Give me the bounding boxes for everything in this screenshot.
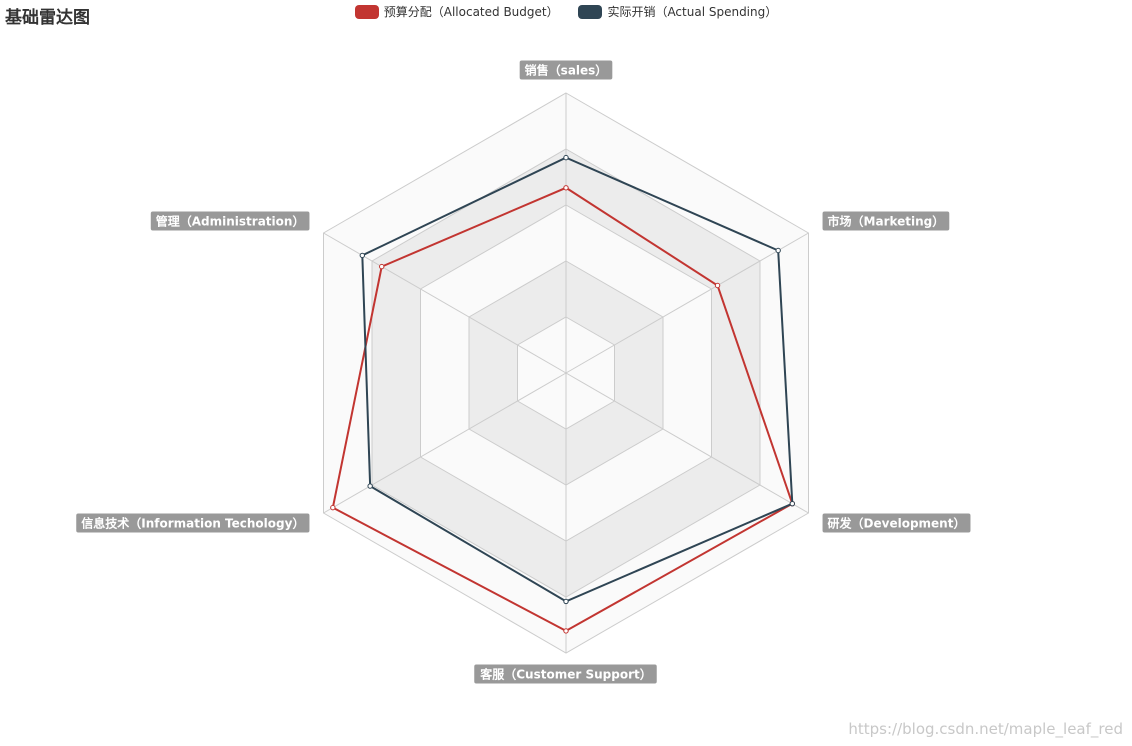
axis-line-2 [565, 372, 809, 514]
axis-label-0: 销售（sales） [519, 60, 613, 80]
axis-label-5: 管理（Administration） [150, 211, 310, 231]
series-1-point-2 [789, 500, 796, 507]
legend-swatch-actual-spending [578, 4, 603, 19]
axis-label-2: 研发（Development） [822, 513, 971, 533]
series-0-point-1 [714, 282, 721, 289]
legend-item-allocated-budget[interactable]: 预算分配（Allocated Budget） [354, 3, 559, 20]
axis-line-1 [565, 232, 809, 374]
series-1-point-3 [563, 598, 569, 605]
axis-label-bg-2 [822, 513, 971, 533]
axis-label-text-2: 研发（Development） [828, 516, 966, 531]
series-1-point-1 [775, 247, 781, 254]
axis-label-bg-3 [474, 664, 657, 684]
series-1-point-5 [359, 252, 366, 259]
axis-label-bg-0 [519, 60, 613, 80]
series-0-point-4 [330, 504, 336, 511]
axis-label-text-4: 信息技术（Information Techology） [81, 516, 304, 531]
legend-swatch-allocated-budget [354, 4, 379, 19]
legend-label-allocated-budget: 预算分配（Allocated Budget） [383, 5, 559, 19]
axis-label-bg-4 [76, 513, 310, 533]
watermark: https://blog.csdn.net/maple_leaf_red [848, 720, 1123, 738]
axis-label-text-5: 管理（Administration） [156, 214, 305, 229]
axis-label-4: 信息技术（Information Techology） [76, 513, 310, 533]
chart-title: 基础雷达图 [5, 8, 90, 28]
axis-label-1: 市场（Marketing） [822, 211, 950, 231]
series-0-point-0 [563, 185, 569, 191]
series-1-point-4 [367, 483, 373, 489]
axis-label-text-3: 客服（Customer Support） [479, 667, 651, 682]
axis-label-bg-5 [150, 211, 310, 231]
axis-label-text-1: 市场（Marketing） [828, 214, 945, 229]
series-0-point-5 [379, 263, 385, 270]
axis-label-3: 客服（Customer Support） [474, 664, 657, 684]
legend: 预算分配（Allocated Budget） 实际开销（Actual Spend… [0, 3, 1132, 22]
axis-label-bg-1 [822, 211, 950, 231]
series-0-point-3 [563, 628, 569, 634]
series-1-point-0 [563, 154, 569, 161]
axis-line-4 [323, 372, 567, 514]
legend-item-actual-spending[interactable]: 实际开销（Actual Spending） [578, 3, 777, 20]
axis-label-text-0: 销售（sales） [525, 63, 608, 78]
legend-label-actual-spending: 实际开销（Actual Spending） [607, 5, 778, 19]
